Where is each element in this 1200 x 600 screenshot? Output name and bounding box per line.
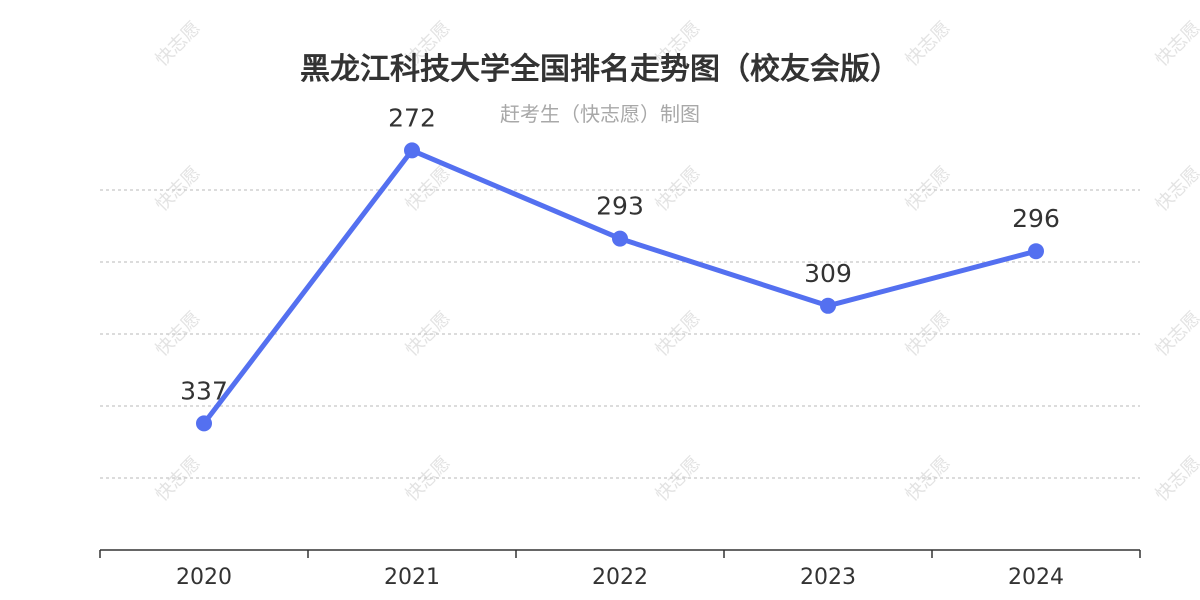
data-point [820, 297, 836, 314]
data-label: 296 [1012, 204, 1060, 233]
data-point [1028, 243, 1044, 260]
data-label: 293 [596, 192, 644, 221]
data-label: 272 [388, 103, 436, 132]
chart-title: 黑龙江科技大学全国排名走势图（校友会版） [300, 52, 900, 87]
data-point [196, 415, 212, 432]
data-point [612, 230, 628, 247]
data-label: 309 [804, 259, 852, 288]
data-label: 337 [180, 376, 228, 405]
data-point [404, 142, 420, 159]
x-tick-label: 2022 [592, 565, 648, 590]
x-tick-label: 2024 [1008, 565, 1064, 590]
x-tick-label: 2021 [384, 565, 440, 590]
x-tick-label: 2023 [800, 565, 856, 590]
x-tick-label: 2020 [176, 565, 232, 590]
chart-subtitle: 赶考生（快志愿）制图 [500, 102, 700, 126]
